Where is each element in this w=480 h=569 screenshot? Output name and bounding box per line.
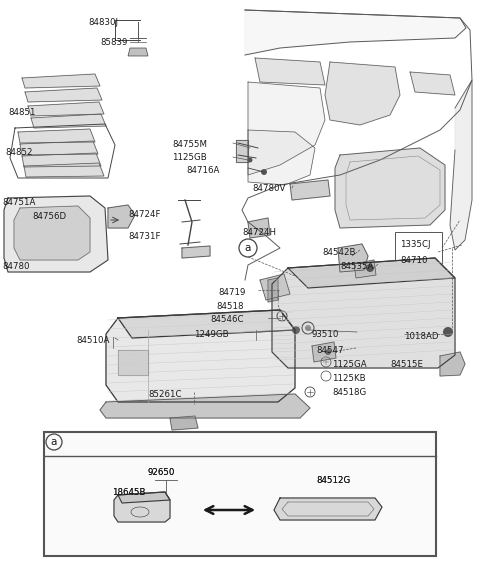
Polygon shape [128, 48, 148, 56]
Circle shape [325, 349, 331, 355]
Text: 1249GB: 1249GB [194, 330, 228, 339]
Text: 84547: 84547 [316, 346, 344, 355]
Polygon shape [410, 72, 455, 95]
Text: 84710: 84710 [400, 256, 428, 265]
Polygon shape [20, 141, 98, 155]
Text: 84512G: 84512G [316, 476, 350, 485]
Polygon shape [325, 62, 400, 125]
Polygon shape [248, 130, 315, 185]
Text: 92650: 92650 [148, 468, 175, 477]
Polygon shape [108, 205, 135, 228]
Polygon shape [354, 260, 376, 278]
Polygon shape [260, 274, 290, 300]
Text: 84542B: 84542B [322, 248, 356, 257]
Polygon shape [335, 148, 445, 228]
Circle shape [292, 326, 300, 334]
Polygon shape [338, 244, 368, 272]
Polygon shape [14, 206, 90, 260]
Polygon shape [18, 129, 95, 143]
Text: 84510A: 84510A [76, 336, 109, 345]
Text: 84546C: 84546C [210, 315, 243, 324]
Text: 84535A: 84535A [340, 262, 373, 271]
Text: 84515E: 84515E [390, 360, 423, 369]
Text: 84851: 84851 [8, 108, 36, 117]
Polygon shape [114, 492, 170, 522]
Polygon shape [288, 258, 455, 288]
Text: 1125GB: 1125GB [172, 153, 207, 162]
Circle shape [366, 264, 374, 272]
Polygon shape [440, 352, 465, 376]
Text: 1018AD: 1018AD [404, 332, 439, 341]
Polygon shape [170, 416, 198, 430]
Text: 84716A: 84716A [186, 166, 219, 175]
Polygon shape [272, 258, 455, 368]
Text: 84755M: 84755M [172, 140, 207, 149]
Text: 84852: 84852 [5, 148, 33, 157]
Circle shape [261, 169, 267, 175]
Circle shape [443, 327, 453, 337]
Polygon shape [312, 342, 336, 362]
Circle shape [305, 325, 311, 331]
Circle shape [248, 158, 252, 163]
Polygon shape [106, 310, 295, 402]
Text: 93510: 93510 [312, 330, 339, 339]
Polygon shape [290, 180, 330, 200]
Text: 84751A: 84751A [2, 198, 36, 207]
Text: 84719: 84719 [218, 288, 245, 297]
Polygon shape [245, 10, 466, 55]
Polygon shape [4, 196, 108, 272]
Polygon shape [248, 82, 325, 175]
Polygon shape [28, 102, 104, 116]
Polygon shape [118, 492, 170, 503]
Text: 84512G: 84512G [316, 476, 350, 485]
Polygon shape [236, 140, 248, 162]
Text: 1125GA: 1125GA [332, 360, 367, 369]
Polygon shape [22, 74, 100, 88]
Text: 84724F: 84724F [128, 210, 160, 219]
Text: 1125KB: 1125KB [332, 374, 366, 383]
Text: 92650: 92650 [148, 468, 175, 477]
Text: 84780V: 84780V [252, 184, 286, 193]
Text: 85839: 85839 [100, 38, 127, 47]
Polygon shape [268, 278, 278, 302]
Polygon shape [118, 310, 295, 338]
Text: 1335CJ: 1335CJ [400, 240, 431, 249]
Text: 84518: 84518 [216, 302, 243, 311]
Text: 84756D: 84756D [32, 212, 66, 221]
Polygon shape [22, 153, 101, 167]
Text: 84518G: 84518G [332, 388, 366, 397]
Polygon shape [100, 394, 310, 418]
Polygon shape [182, 246, 210, 258]
Polygon shape [274, 498, 382, 520]
Polygon shape [248, 218, 270, 238]
Bar [44, 432, 436, 556]
Polygon shape [118, 350, 148, 375]
Polygon shape [255, 58, 325, 85]
Text: 84830J: 84830J [88, 18, 118, 27]
Polygon shape [450, 80, 472, 250]
Text: 84724H: 84724H [242, 228, 276, 237]
Text: 84780: 84780 [2, 262, 29, 271]
Text: 18645B: 18645B [112, 488, 145, 497]
Text: 18645B: 18645B [112, 488, 145, 497]
Text: a: a [51, 437, 57, 447]
Text: 85261C: 85261C [148, 390, 181, 399]
Text: a: a [245, 243, 251, 253]
Polygon shape [25, 88, 102, 102]
Polygon shape [31, 114, 106, 128]
Text: 84731F: 84731F [128, 232, 160, 241]
Polygon shape [24, 163, 104, 177]
